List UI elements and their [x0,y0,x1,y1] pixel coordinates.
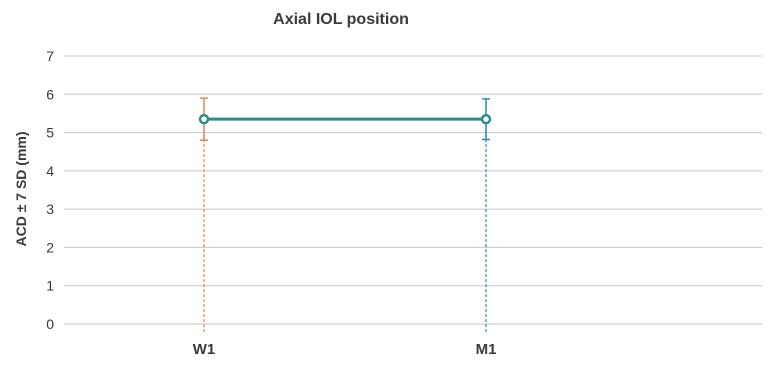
x-tick-label: W1 [193,341,216,358]
y-tick-label: 5 [46,125,54,141]
y-tick-label: 3 [46,201,54,217]
y-tick-label: 7 [46,48,54,64]
data-point [198,113,210,125]
y-axis-ticks: 0 1 2 3 4 5 6 7 [46,48,54,332]
y-tick-label: 4 [46,163,54,179]
y-tick-label: 0 [46,316,54,332]
data-points [198,113,492,125]
y-tick-label: 1 [46,278,54,294]
drop-lines [203,119,487,334]
chart-title: Axial IOL position [273,11,409,28]
x-axis-ticks: W1 M1 [193,341,497,358]
y-axis-label: ACD ± 7 SD (mm) [13,131,29,246]
x-tick-label: M1 [476,341,497,358]
y-tick-label: 6 [46,86,54,102]
y-tick-label: 2 [46,239,54,255]
gridlines [64,55,762,325]
data-point [480,113,492,125]
